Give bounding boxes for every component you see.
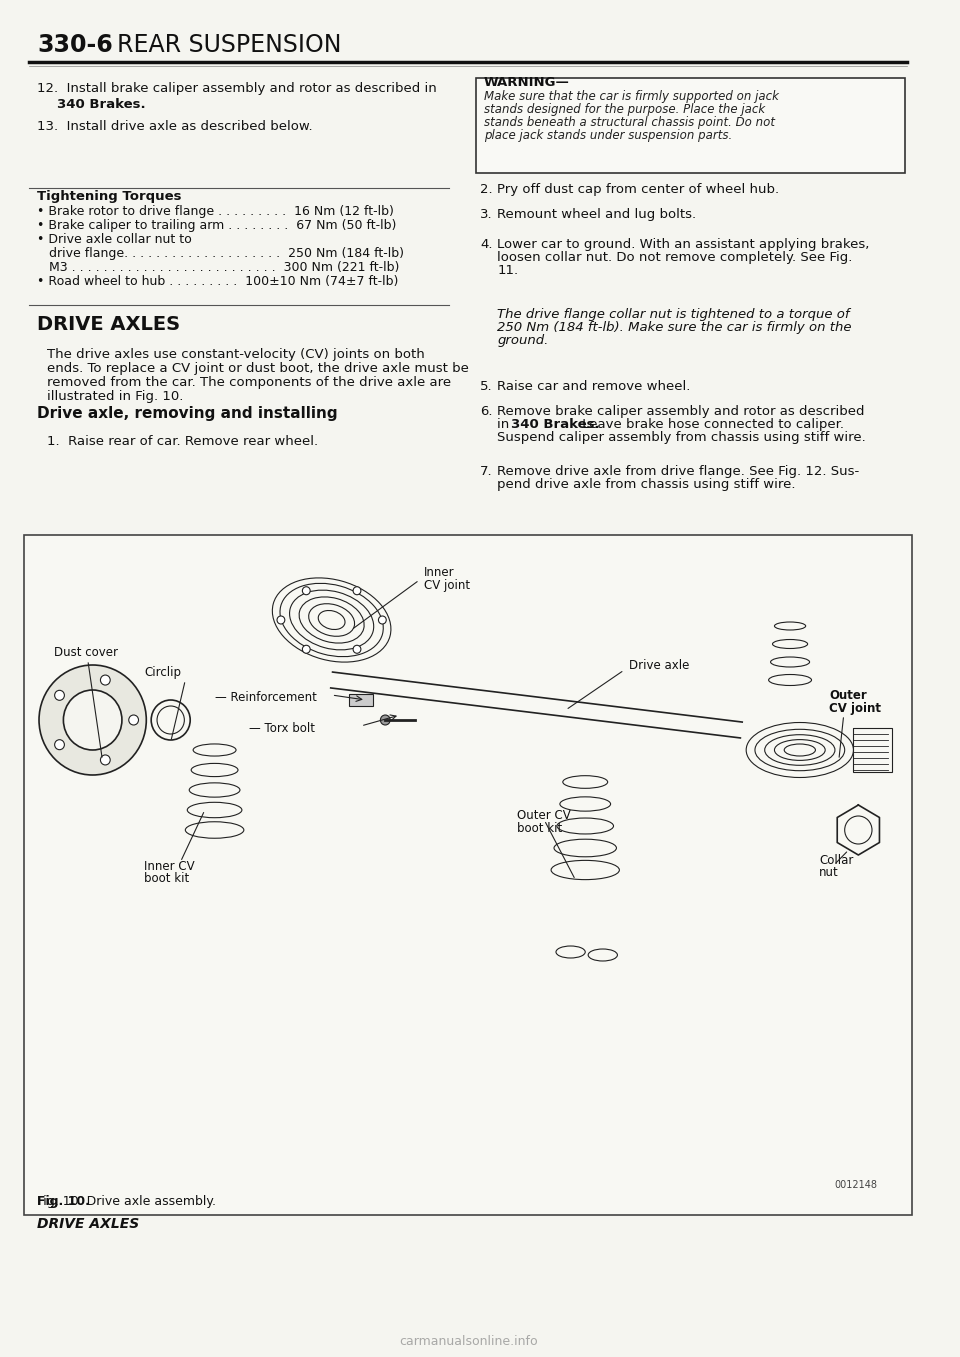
Text: CV joint: CV joint: [829, 702, 881, 715]
Text: — Reinforcement: — Reinforcement: [215, 691, 317, 703]
Text: Raise car and remove wheel.: Raise car and remove wheel.: [497, 380, 691, 394]
Text: 340 Brakes.: 340 Brakes.: [511, 418, 600, 432]
Text: Collar: Collar: [819, 854, 853, 867]
Text: — Torx bolt: — Torx bolt: [249, 722, 315, 734]
Circle shape: [55, 691, 64, 700]
Text: DRIVE AXLES: DRIVE AXLES: [37, 1217, 139, 1231]
Text: Make sure that the car is firmly supported on jack: Make sure that the car is firmly support…: [484, 90, 779, 103]
Text: 12.  Install brake caliper assembly and rotor as described in: 12. Install brake caliper assembly and r…: [37, 81, 437, 95]
Text: • Drive axle collar nut to: • Drive axle collar nut to: [37, 233, 192, 246]
Text: CV joint: CV joint: [424, 578, 470, 592]
Text: Circlip: Circlip: [144, 665, 181, 678]
Text: 6.: 6.: [480, 404, 492, 418]
Text: 1.  Raise rear of car. Remove rear wheel.: 1. Raise rear of car. Remove rear wheel.: [47, 436, 318, 448]
Text: Outer CV: Outer CV: [516, 809, 570, 821]
Text: Tightening Torques: Tightening Torques: [37, 190, 181, 204]
Text: WARNING—: WARNING—: [484, 76, 569, 90]
Text: pend drive axle from chassis using stiff wire.: pend drive axle from chassis using stiff…: [497, 478, 796, 491]
Text: 0012148: 0012148: [835, 1181, 877, 1190]
Text: nut: nut: [819, 866, 839, 878]
Text: Fig. 10. Drive axle assembly.: Fig. 10. Drive axle assembly.: [37, 1196, 216, 1208]
Text: • Road wheel to hub . . . . . . . . .  100±10 Nm (74±7 ft-lb): • Road wheel to hub . . . . . . . . . 10…: [37, 275, 398, 288]
Text: Suspend caliper assembly from chassis using stiff wire.: Suspend caliper assembly from chassis us…: [497, 432, 866, 444]
Text: Drive axle, removing and installing: Drive axle, removing and installing: [37, 406, 338, 421]
Circle shape: [353, 586, 361, 594]
Text: place jack stands under suspension parts.: place jack stands under suspension parts…: [484, 129, 732, 142]
Text: Leave brake hose connected to caliper.: Leave brake hose connected to caliper.: [579, 418, 845, 432]
Text: stands beneath a structural chassis point. Do not: stands beneath a structural chassis poin…: [484, 115, 775, 129]
Text: 7.: 7.: [480, 465, 492, 478]
Circle shape: [55, 740, 64, 749]
Text: 3.: 3.: [480, 208, 492, 221]
Text: in: in: [497, 418, 514, 432]
Text: 330-6: 330-6: [37, 33, 113, 57]
Circle shape: [380, 715, 390, 725]
Text: Remove brake caliper assembly and rotor as described: Remove brake caliper assembly and rotor …: [497, 404, 865, 418]
Text: Inner CV: Inner CV: [144, 859, 195, 873]
Text: boot kit: boot kit: [144, 871, 190, 885]
Circle shape: [353, 646, 361, 653]
Text: Pry off dust cap from center of wheel hub.: Pry off dust cap from center of wheel hu…: [497, 183, 780, 195]
Circle shape: [302, 646, 310, 653]
Circle shape: [277, 616, 285, 624]
Text: DRIVE AXLES: DRIVE AXLES: [37, 315, 180, 334]
Text: 250 Nm (184 ft-lb). Make sure the car is firmly on the: 250 Nm (184 ft-lb). Make sure the car is…: [497, 322, 852, 334]
Text: removed from the car. The components of the drive axle are: removed from the car. The components of …: [47, 376, 451, 389]
Text: ground.: ground.: [497, 334, 549, 347]
Text: carmanualsonline.info: carmanualsonline.info: [398, 1335, 538, 1348]
Bar: [349, 693, 372, 706]
Bar: [853, 727, 893, 772]
Circle shape: [101, 674, 110, 685]
Circle shape: [101, 754, 110, 765]
Text: Inner: Inner: [424, 566, 455, 578]
Text: Remount wheel and lug bolts.: Remount wheel and lug bolts.: [497, 208, 697, 221]
Circle shape: [302, 586, 310, 594]
Text: 5.: 5.: [480, 380, 492, 394]
Ellipse shape: [39, 665, 146, 775]
FancyBboxPatch shape: [476, 77, 905, 172]
Circle shape: [129, 715, 138, 725]
Text: loosen collar nut. Do not remove completely. See Fig.: loosen collar nut. Do not remove complet…: [497, 251, 852, 265]
Text: The drive flange collar nut is tightened to a torque of: The drive flange collar nut is tightened…: [497, 308, 850, 322]
Text: M3 . . . . . . . . . . . . . . . . . . . . . . . . . .  300 Nm (221 ft-lb): M3 . . . . . . . . . . . . . . . . . . .…: [37, 261, 399, 274]
Text: • Brake rotor to drive flange . . . . . . . . .  16 Nm (12 ft-lb): • Brake rotor to drive flange . . . . . …: [37, 205, 394, 218]
Text: illustrated in Fig. 10.: illustrated in Fig. 10.: [47, 389, 183, 403]
Text: 4.: 4.: [480, 237, 492, 251]
Text: 13.  Install drive axle as described below.: 13. Install drive axle as described belo…: [37, 119, 313, 133]
Bar: [24, 535, 912, 1215]
Circle shape: [378, 616, 386, 624]
Text: Dust cover: Dust cover: [54, 646, 118, 658]
Text: Lower car to ground. With an assistant applying brakes,: Lower car to ground. With an assistant a…: [497, 237, 870, 251]
Text: 11.: 11.: [497, 265, 518, 277]
Text: ends. To replace a CV joint or dust boot, the drive axle must be: ends. To replace a CV joint or dust boot…: [47, 362, 468, 375]
Text: • Brake caliper to trailing arm . . . . . . . .  67 Nm (50 ft-lb): • Brake caliper to trailing arm . . . . …: [37, 218, 396, 232]
Text: 2.: 2.: [480, 183, 492, 195]
Text: Drive axle: Drive axle: [629, 658, 689, 672]
Text: boot kit: boot kit: [516, 821, 563, 835]
Text: 340 Brakes.: 340 Brakes.: [57, 98, 145, 111]
Text: REAR SUSPENSION: REAR SUSPENSION: [117, 33, 342, 57]
Text: The drive axles use constant-velocity (CV) joints on both: The drive axles use constant-velocity (C…: [47, 347, 424, 361]
Text: stands designed for the purpose. Place the jack: stands designed for the purpose. Place t…: [484, 103, 765, 115]
Ellipse shape: [63, 689, 122, 750]
Text: Fig. 10.: Fig. 10.: [37, 1196, 90, 1208]
Text: Remove drive axle from drive flange. See Fig. 12. Sus-: Remove drive axle from drive flange. See…: [497, 465, 860, 478]
Text: Outer: Outer: [829, 688, 867, 702]
Text: drive flange. . . . . . . . . . . . . . . . . . . .  250 Nm (184 ft-lb): drive flange. . . . . . . . . . . . . . …: [37, 247, 404, 261]
